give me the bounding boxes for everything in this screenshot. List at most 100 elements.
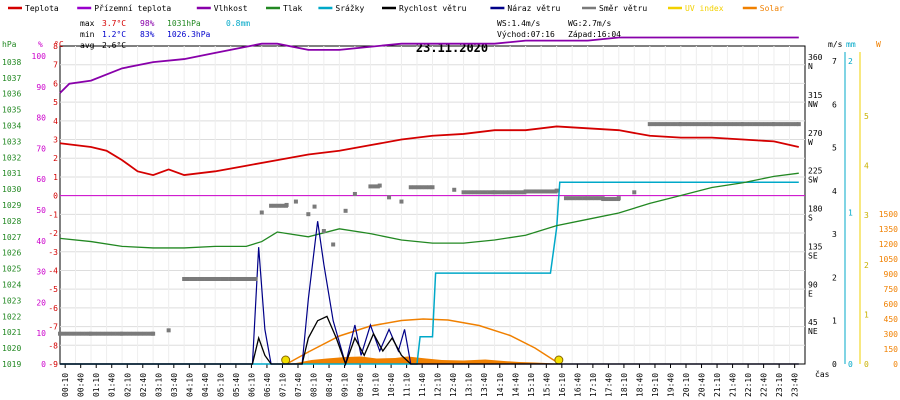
legend-label: UV index	[685, 4, 724, 13]
wind-dir-point	[127, 331, 132, 336]
wind-dir-point	[759, 122, 764, 127]
wind-dir-point	[293, 199, 298, 204]
axis-tick-wind: 0	[832, 360, 837, 369]
sunrise-marker	[281, 355, 291, 365]
axis-tick-temp: -9	[48, 360, 58, 369]
axis-tick-hpa: 1035	[2, 106, 21, 115]
wind-dir-point	[554, 188, 559, 193]
stat-wg: WG:2.7m/s	[568, 19, 612, 28]
axis-tick-dir-name: W	[808, 138, 813, 147]
axis-tick-solar: 300	[884, 330, 899, 339]
axis-tick-solar: 450	[884, 315, 899, 324]
wind-dir-point	[596, 196, 601, 201]
axis-tick-dir-name: SE	[808, 251, 818, 260]
wind-dir-point	[103, 331, 108, 336]
wind-dir-point	[368, 184, 373, 189]
legend-label: Solar	[760, 4, 784, 13]
wind-dir-point	[531, 189, 536, 194]
wind-dir-point	[284, 202, 289, 207]
wind-dir-point	[131, 331, 136, 336]
x-tick-label: 04:40	[201, 373, 210, 397]
wind-dir-point	[146, 331, 151, 336]
wind-dir-point	[58, 331, 62, 336]
wind-dir-point	[216, 276, 221, 281]
wind-dir-point	[492, 190, 497, 195]
stat-sunrise: Východ:07:16	[497, 30, 555, 39]
x-tick-label: 21:40	[729, 373, 738, 397]
wind-dir-point	[69, 331, 74, 336]
wind-dir-point	[511, 190, 516, 195]
axis-tick-pct: 50	[36, 206, 46, 215]
wind-dir-point	[239, 276, 244, 281]
x-tick-label: 22:40	[760, 373, 769, 397]
wind-dir-point	[213, 276, 218, 281]
axis-tick-temp: -8	[48, 341, 58, 350]
wind-dir-point	[717, 122, 722, 127]
wind-dir-point	[244, 276, 249, 281]
wind-dir-point	[416, 185, 421, 190]
axis-tick-hpa: 1032	[2, 153, 21, 162]
wind-dir-point	[259, 210, 264, 215]
wind-dir-point	[483, 190, 488, 195]
x-tick-label: 17:10	[589, 373, 598, 397]
x-tick-label: 06:40	[263, 373, 272, 397]
x-tick-label: 19:10	[651, 373, 660, 397]
axis-unit-hpa: hPa	[2, 40, 17, 49]
wind-dir-point	[771, 122, 776, 127]
wind-dir-point	[612, 197, 617, 202]
wind-dir-point	[527, 189, 532, 194]
wind-dir-point	[193, 276, 198, 281]
wind-dir-point	[107, 331, 112, 336]
legend-label: Vlhkost	[214, 4, 248, 13]
axis-unit-rain: mm	[846, 40, 856, 49]
wind-dir-point	[487, 190, 492, 195]
wind-dir-point	[786, 122, 791, 127]
wind-dir-point	[166, 328, 171, 333]
axis-tick-temp: -6	[48, 304, 58, 313]
wind-dir-point	[608, 197, 613, 202]
wind-dir-point	[468, 190, 473, 195]
wind-dir-point	[721, 122, 726, 127]
x-tick-label: 18:40	[635, 373, 644, 397]
wind-dir-point	[752, 122, 757, 127]
stat-ws: WS:1.4m/s	[497, 19, 541, 28]
axis-tick-uv: 5	[864, 112, 869, 121]
wind-dir-point	[678, 122, 683, 127]
axis-tick-dir: 90	[808, 280, 818, 289]
wind-dir-point	[655, 122, 660, 127]
axis-tick-hpa: 1024	[2, 281, 21, 290]
axis-tick-solar: 1350	[879, 225, 898, 234]
axis-tick-temp: 0	[53, 192, 58, 201]
axis-tick-wind: 7	[832, 57, 837, 66]
wind-dir-point	[740, 122, 745, 127]
wind-dir-point	[796, 122, 801, 127]
axis-tick-hpa: 1020	[2, 344, 21, 353]
x-tick-label: 13:40	[480, 373, 489, 397]
axis-tick-hpa: 1031	[2, 169, 21, 178]
wind-dir-point	[790, 122, 795, 127]
axis-unit-pct: %	[38, 40, 43, 49]
axis-tick-hpa: 1022	[2, 312, 21, 321]
wind-dir-point	[423, 185, 428, 190]
axis-tick-temp: -3	[48, 248, 58, 257]
wind-dir-point	[476, 190, 481, 195]
stat-rain-total: 0.8mm	[226, 19, 250, 28]
stat-max-hum: 98%	[140, 19, 155, 28]
wind-dir-point	[204, 276, 209, 281]
axis-tick-dir: 360	[808, 53, 823, 62]
axis-tick-uv: 1	[864, 310, 869, 319]
axis-tick-solar: 1200	[879, 240, 898, 249]
axis-tick-dir: 315	[808, 91, 823, 100]
x-tick-label: 09:10	[341, 373, 350, 397]
wind-dir-point	[571, 196, 576, 201]
wind-dir-point	[496, 190, 501, 195]
axis-tick-hpa: 1033	[2, 137, 21, 146]
axis-tick-hpa: 1036	[2, 90, 21, 99]
axis-tick-temp: 3	[53, 136, 58, 145]
wind-dir-point	[575, 196, 580, 201]
stat-max-temp: 3.7°C	[102, 19, 126, 28]
wind-dir-point	[593, 196, 598, 201]
wind-dir-point	[744, 122, 749, 127]
axis-tick-rain: 1	[848, 209, 853, 218]
